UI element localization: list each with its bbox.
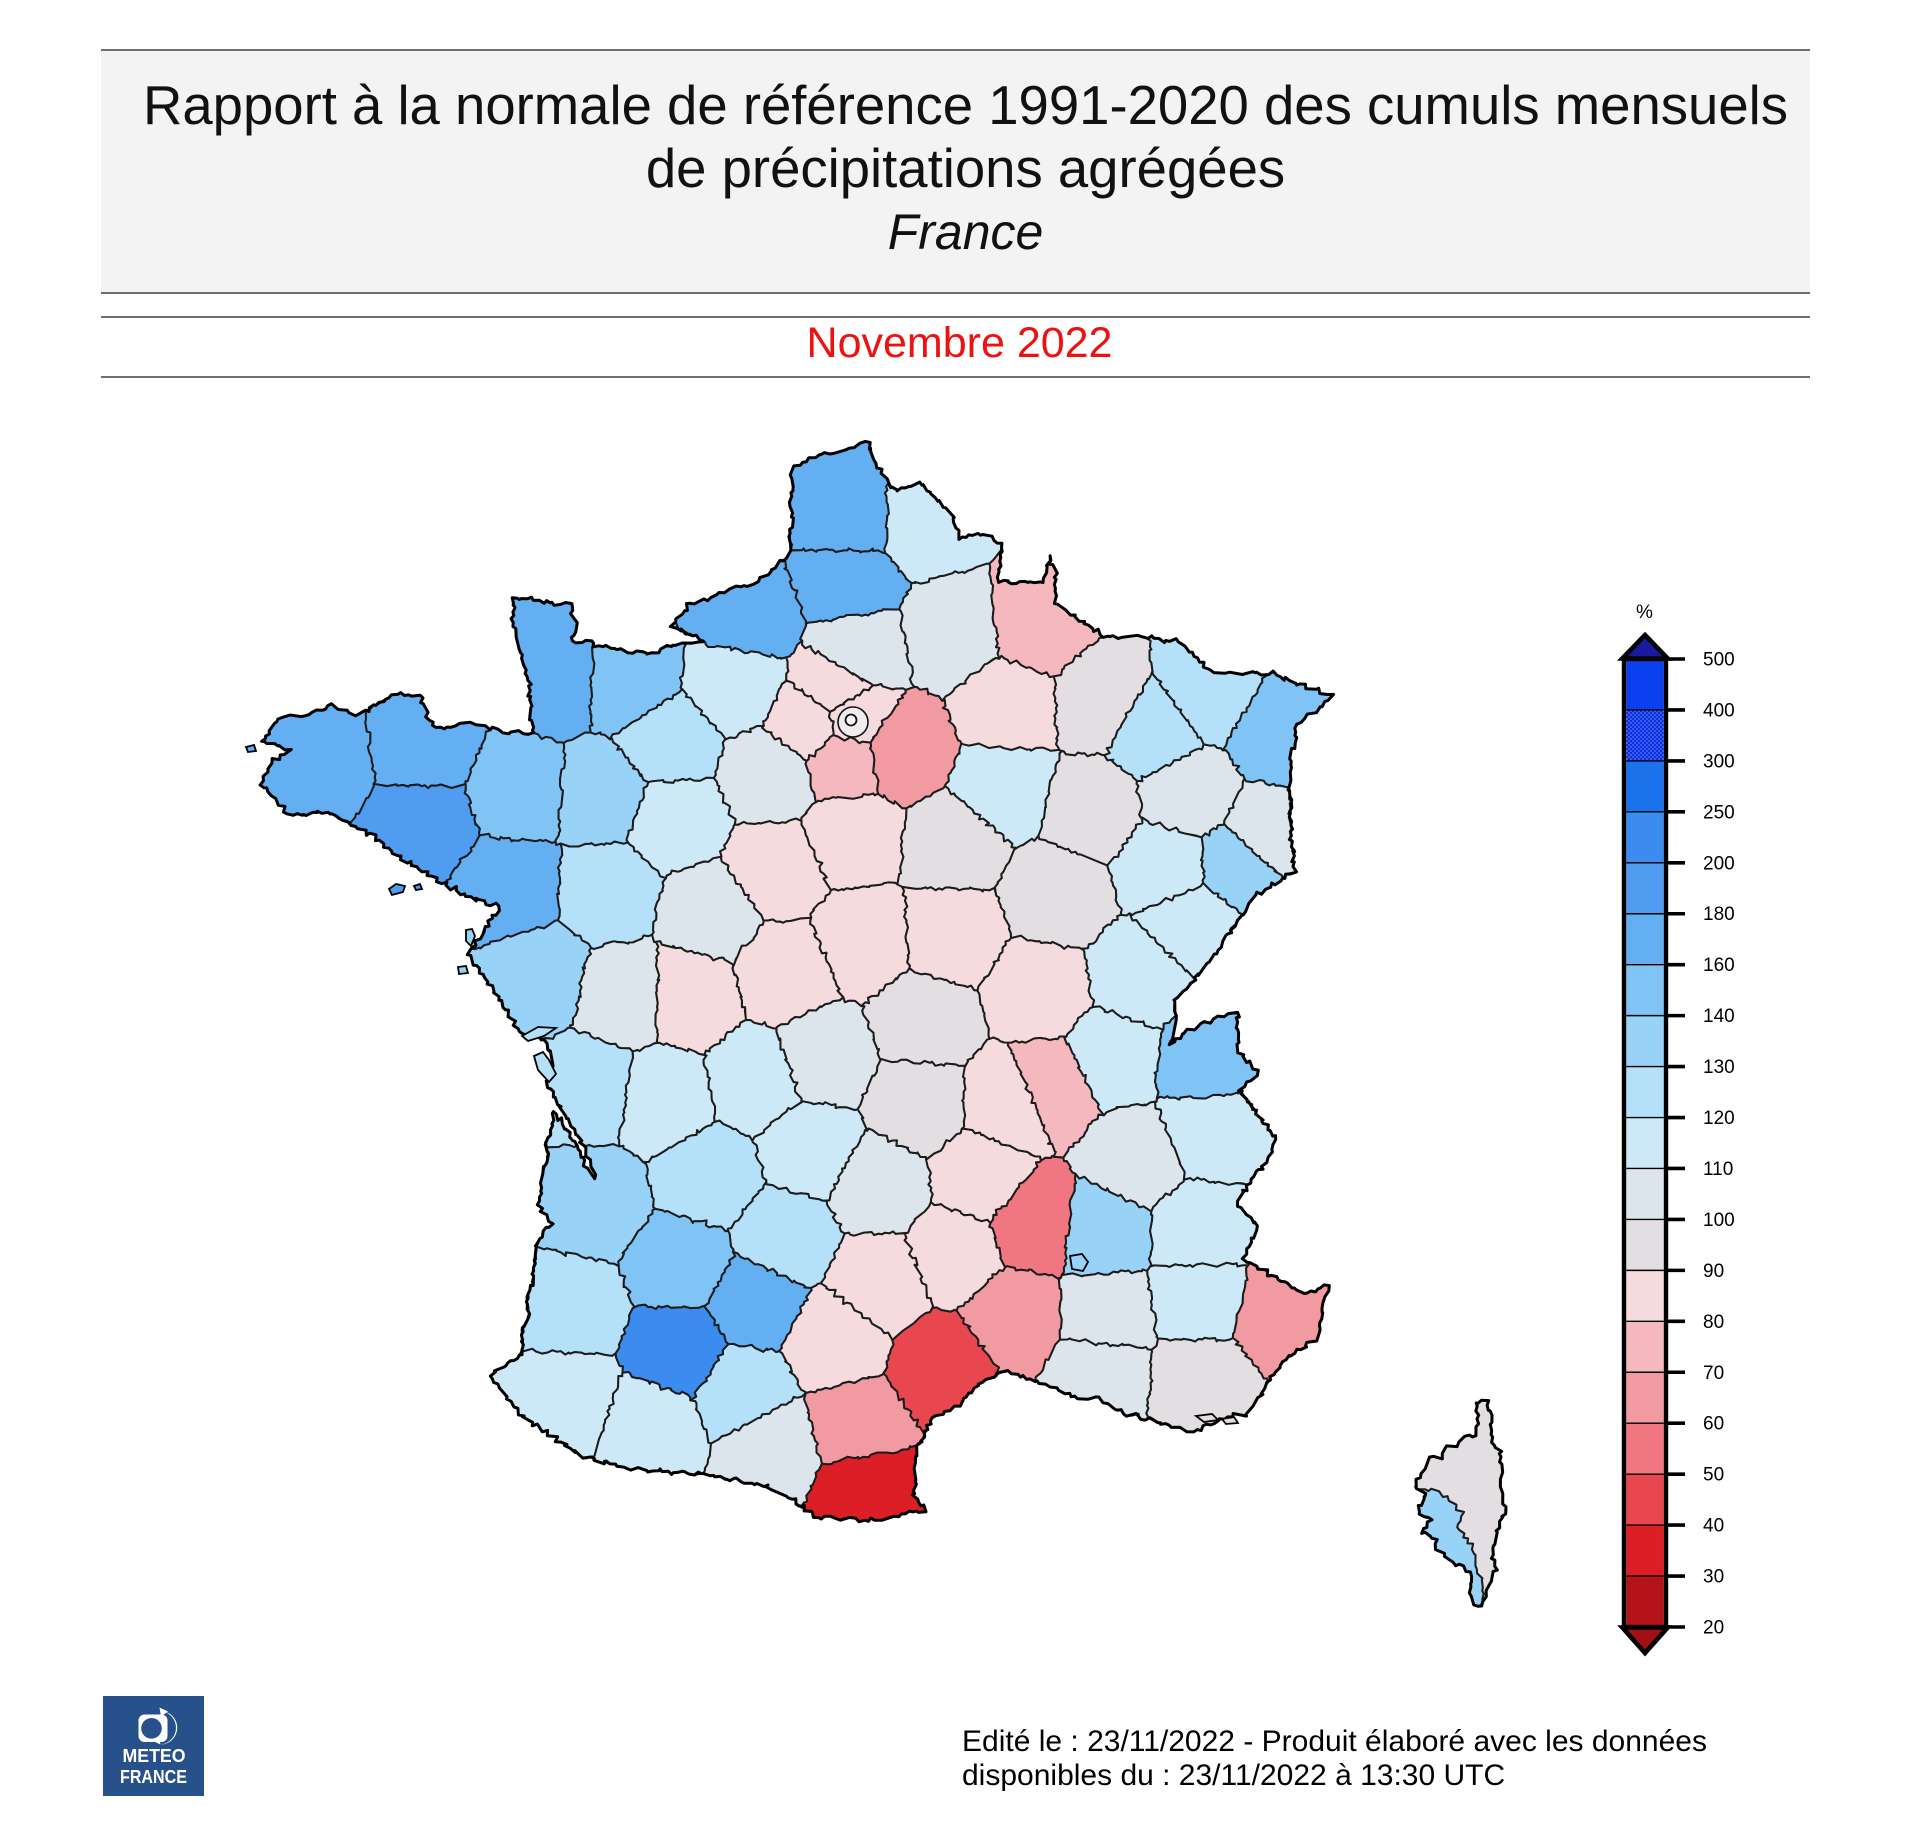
svg-text:80: 80	[1703, 1312, 1724, 1333]
svg-text:20: 20	[1703, 1618, 1724, 1639]
svg-text:60: 60	[1703, 1414, 1724, 1435]
svg-text:130: 130	[1703, 1057, 1735, 1078]
svg-text:100: 100	[1703, 1210, 1735, 1231]
svg-text:300: 300	[1703, 751, 1735, 772]
svg-text:120: 120	[1703, 1108, 1735, 1129]
svg-text:FRANCE: FRANCE	[120, 1767, 187, 1787]
svg-text:180: 180	[1703, 904, 1735, 925]
svg-text:%: %	[1636, 602, 1653, 623]
svg-text:140: 140	[1703, 1006, 1735, 1027]
svg-text:160: 160	[1703, 955, 1735, 976]
svg-text:METEO: METEO	[123, 1746, 186, 1766]
svg-text:250: 250	[1703, 802, 1735, 823]
svg-text:40: 40	[1703, 1516, 1724, 1537]
svg-text:90: 90	[1703, 1261, 1724, 1282]
svg-text:70: 70	[1703, 1363, 1724, 1384]
svg-text:400: 400	[1703, 700, 1735, 721]
svg-text:50: 50	[1703, 1465, 1724, 1486]
svg-text:500: 500	[1703, 650, 1735, 671]
svg-text:30: 30	[1703, 1567, 1724, 1588]
svg-text:110: 110	[1703, 1159, 1733, 1180]
svg-text:200: 200	[1703, 853, 1735, 874]
